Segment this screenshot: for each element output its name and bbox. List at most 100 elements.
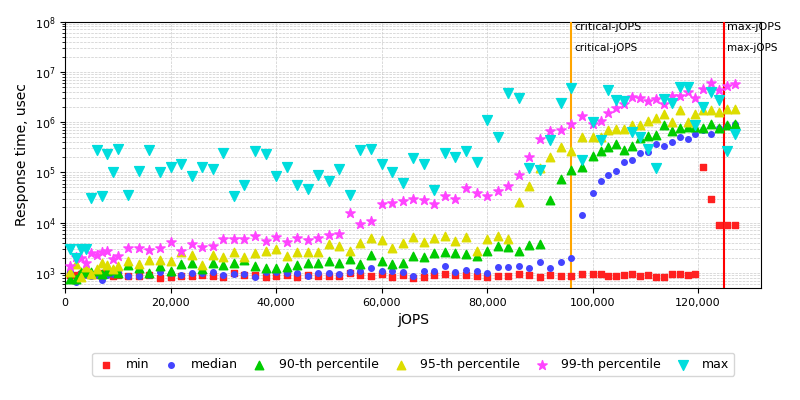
- 90-th percentile: [164, 267, 177, 274]
- Text: critical-jOPS: critical-jOPS: [574, 22, 642, 32]
- 99-th percentile: [428, 200, 441, 207]
- max: [729, 131, 742, 137]
- median: [143, 272, 156, 278]
- max: [333, 166, 346, 172]
- max: [217, 150, 230, 156]
- 99-th percentile: [481, 192, 494, 199]
- 95-th percentile: [290, 248, 303, 255]
- 99-th percentile: [365, 218, 378, 224]
- 99-th percentile: [534, 136, 546, 142]
- 90-th percentile: [418, 254, 430, 260]
- median: [674, 134, 686, 140]
- 90-th percentile: [544, 196, 557, 203]
- min: [122, 272, 134, 279]
- min: [101, 271, 114, 278]
- 99-th percentile: [697, 86, 710, 92]
- max: [196, 164, 209, 170]
- max: [375, 160, 388, 167]
- min: [554, 272, 567, 279]
- median: [666, 139, 678, 145]
- min: [302, 272, 314, 278]
- 90-th percentile: [618, 146, 630, 153]
- max: [459, 148, 472, 154]
- min: [80, 270, 93, 276]
- 99-th percentile: [106, 256, 119, 262]
- 99-th percentile: [238, 235, 251, 242]
- max: [565, 85, 578, 91]
- median: [594, 178, 607, 184]
- 95-th percentile: [217, 254, 230, 261]
- min: [618, 272, 630, 278]
- 90-th percentile: [96, 271, 109, 278]
- median: [544, 264, 557, 271]
- 95-th percentile: [586, 133, 599, 140]
- 99-th percentile: [407, 196, 420, 202]
- max: [481, 117, 494, 123]
- median: [186, 270, 198, 276]
- 95-th percentile: [481, 236, 494, 242]
- 99-th percentile: [666, 93, 678, 99]
- 90-th percentile: [689, 123, 702, 130]
- median: [705, 131, 718, 138]
- 95-th percentile: [658, 111, 670, 117]
- max: [689, 122, 702, 128]
- median: [64, 269, 77, 275]
- 90-th percentile: [449, 250, 462, 256]
- 95-th percentile: [96, 260, 109, 266]
- median: [729, 120, 742, 127]
- 90-th percentile: [602, 144, 615, 150]
- max: [618, 98, 630, 104]
- 95-th percentile: [64, 268, 77, 275]
- 90-th percentile: [106, 267, 119, 274]
- 90-th percentile: [90, 268, 103, 274]
- min: [658, 274, 670, 280]
- min: [174, 273, 187, 279]
- min: [96, 270, 109, 276]
- min: [365, 273, 378, 280]
- 90-th percentile: [729, 121, 742, 128]
- 90-th percentile: [512, 248, 525, 254]
- min: [70, 272, 82, 278]
- 99-th percentile: [554, 126, 567, 133]
- min: [90, 272, 103, 279]
- 95-th percentile: [502, 235, 514, 242]
- 90-th percentile: [438, 249, 451, 256]
- min: [85, 272, 98, 279]
- median: [512, 262, 525, 269]
- min: [111, 271, 124, 278]
- 99-th percentile: [333, 230, 346, 237]
- 99-th percentile: [96, 248, 109, 255]
- 90-th percentile: [565, 166, 578, 173]
- 95-th percentile: [143, 257, 156, 264]
- median: [618, 159, 630, 165]
- median: [565, 255, 578, 262]
- 95-th percentile: [576, 134, 589, 140]
- 90-th percentile: [322, 258, 335, 264]
- 90-th percentile: [217, 262, 230, 268]
- max: [642, 146, 654, 152]
- 90-th percentile: [174, 261, 187, 268]
- 90-th percentile: [523, 242, 536, 248]
- 99-th percentile: [610, 105, 622, 112]
- min: [106, 272, 119, 279]
- max: [96, 193, 109, 200]
- 99-th percentile: [650, 96, 662, 102]
- 90-th percentile: [610, 141, 622, 147]
- 95-th percentile: [449, 238, 462, 244]
- median: [270, 269, 282, 276]
- 90-th percentile: [459, 251, 472, 258]
- 95-th percentile: [312, 248, 325, 255]
- 99-th percentile: [186, 240, 198, 247]
- min: [642, 272, 654, 278]
- min: [249, 272, 262, 278]
- 99-th percentile: [154, 245, 166, 252]
- min: [64, 271, 77, 278]
- 95-th percentile: [713, 109, 726, 115]
- 95-th percentile: [174, 249, 187, 256]
- 95-th percentile: [154, 257, 166, 263]
- min: [164, 274, 177, 280]
- median: [70, 278, 82, 285]
- 95-th percentile: [428, 234, 441, 241]
- max: [491, 134, 504, 140]
- 90-th percentile: [658, 121, 670, 128]
